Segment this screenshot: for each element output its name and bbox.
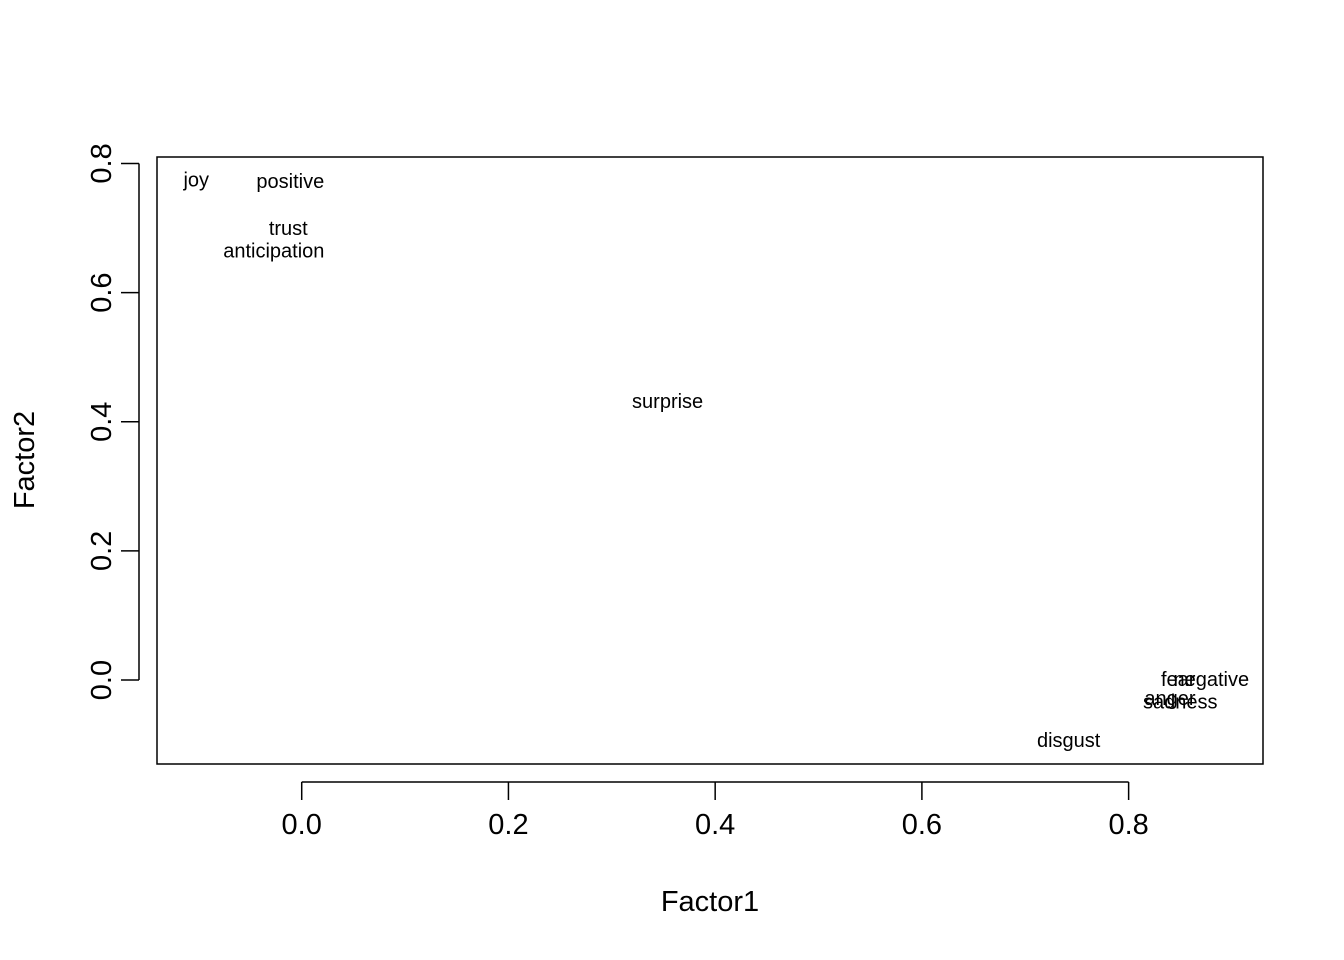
point-label-anticipation: anticipation [223, 241, 324, 263]
y-tick-label: 0.2 [86, 531, 118, 571]
x-axis: 0.0 0.2 0.4 0.6 0.8 [282, 781, 1149, 841]
point-label-trust: trust [269, 218, 308, 240]
y-axis: 0.0 0.2 0.4 0.6 0.8 [86, 143, 140, 700]
y-tick-label: 0.4 [86, 402, 118, 442]
point-label-disgust: disgust [1037, 730, 1101, 752]
point-label-fear: fear [1161, 669, 1196, 691]
x-tick-label: 0.2 [488, 809, 528, 841]
y-tick-label: 0.0 [86, 660, 118, 700]
point-label-joy: joy [182, 170, 209, 192]
plot-area-box [156, 156, 1264, 765]
x-axis-title: Factor1 [661, 886, 759, 918]
y-axis-title: Factor2 [9, 411, 41, 509]
point-label-surprise: surprise [632, 391, 703, 413]
point-label-sadness: sadness [1143, 691, 1218, 713]
point-label-negative: negative [1174, 669, 1250, 691]
x-tick-label: 0.4 [695, 809, 735, 841]
y-tick-label: 0.8 [86, 143, 118, 183]
y-tick-label: 0.6 [86, 272, 118, 312]
x-tick-label: 0.0 [282, 809, 322, 841]
x-tick-label: 0.6 [902, 809, 942, 841]
point-label-anger: anger [1144, 688, 1195, 710]
x-tick-label: 0.8 [1108, 809, 1148, 841]
point-label-positive: positive [256, 171, 324, 193]
